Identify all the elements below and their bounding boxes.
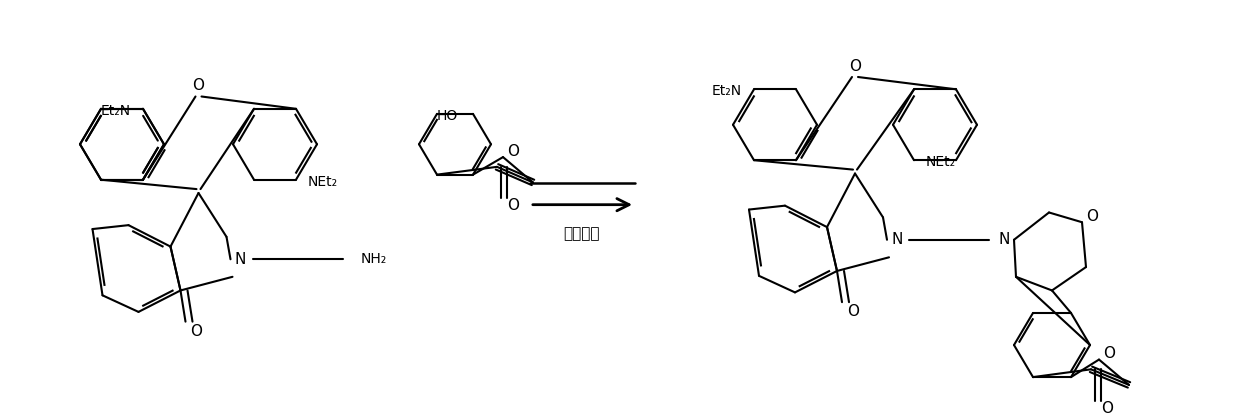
Text: Et₂N: Et₂N [712, 84, 742, 98]
Text: N: N [892, 232, 903, 247]
Text: N: N [234, 252, 247, 267]
Text: O: O [1086, 209, 1097, 224]
Text: NEt₂: NEt₂ [308, 175, 339, 189]
Text: O: O [847, 304, 859, 320]
Text: N: N [998, 232, 1009, 247]
Text: Et₂N: Et₂N [100, 104, 131, 118]
Text: O: O [1101, 401, 1114, 415]
Text: O: O [507, 198, 520, 213]
Text: O: O [507, 144, 520, 159]
Text: O: O [191, 324, 202, 339]
Text: NEt₂: NEt₂ [926, 155, 956, 169]
Text: O: O [192, 78, 205, 93]
Text: O: O [849, 59, 861, 74]
Text: NH₂: NH₂ [361, 252, 387, 266]
Text: 多聚甲醉: 多聚甲醉 [564, 227, 600, 242]
Text: HO: HO [436, 109, 458, 123]
Text: O: O [1104, 346, 1115, 361]
